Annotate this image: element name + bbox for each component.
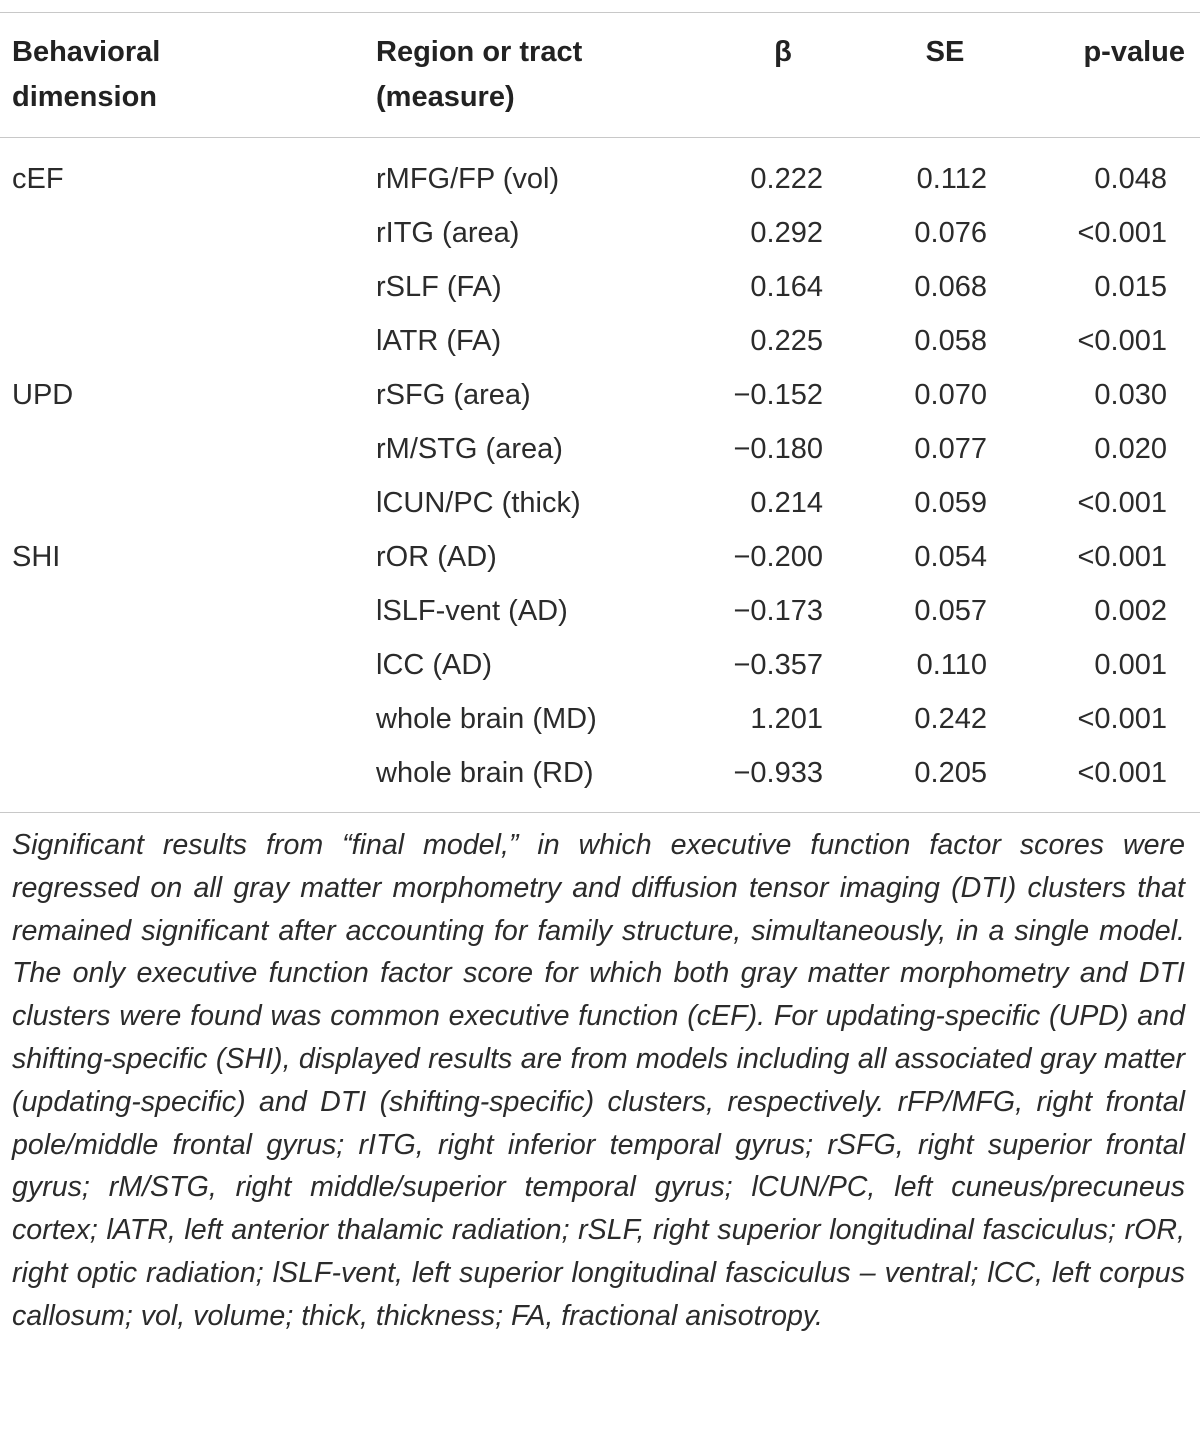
table-cell: −0.357 (733, 649, 823, 681)
table-cell: −0.152 (733, 379, 823, 411)
dimension-cell: cEF (12, 163, 64, 195)
table-cell: −0.200 (733, 541, 823, 573)
table-cell: whole brain (MD) (376, 703, 597, 735)
table-cell: −0.180 (733, 433, 823, 465)
table-cell: 0.214 (750, 487, 823, 519)
table-cell: lSLF-vent (AD) (376, 595, 568, 627)
table-cell: 0.015 (1094, 271, 1167, 303)
table-cell: <0.001 (1077, 757, 1167, 789)
dimension-cell: UPD (12, 379, 74, 411)
table-cell: 0.222 (750, 163, 823, 195)
table-cell: −0.933 (733, 757, 823, 789)
header-cell: β (774, 36, 792, 68)
header-cell: SE (925, 36, 965, 68)
table-cell: <0.001 (1077, 325, 1167, 357)
header-cell: Behavioral dimension (12, 36, 161, 113)
header-rule (0, 137, 1200, 138)
table-cell: 0.110 (916, 649, 987, 681)
table-cell: <0.001 (1077, 217, 1167, 249)
bottom-rule (0, 812, 1200, 813)
table-cell: 0.030 (1094, 379, 1167, 411)
header-cell: Region or tract (measure) (376, 36, 583, 113)
table-cell: rSLF (FA) (376, 271, 502, 303)
table-cell: <0.001 (1077, 487, 1167, 519)
table-cell: lATR (FA) (376, 325, 502, 357)
table-cell: 0.225 (750, 325, 823, 357)
table-cell: 0.164 (750, 271, 823, 303)
table-cell: <0.001 (1077, 703, 1167, 735)
table-cell: 0.112 (916, 163, 987, 195)
header-cell: p-value (1083, 36, 1185, 68)
table-cell: whole brain (RD) (376, 757, 594, 789)
table-cell: 0.057 (914, 595, 987, 627)
table-cell: 0.058 (914, 325, 987, 357)
table-cell: <0.001 (1077, 541, 1167, 573)
dimension-cell: SHI (12, 541, 61, 573)
table-cell: lCUN/PC (thick) (376, 487, 581, 519)
table-cell: rM/STG (area) (376, 433, 563, 465)
table-cell: 0.077 (914, 433, 987, 465)
table-cell: 1.201 (750, 703, 823, 735)
table-cell: 0.020 (1094, 433, 1167, 465)
footnote: Significant results from “final model,” … (12, 829, 1185, 1332)
table-cell: −0.173 (733, 595, 823, 627)
table-cell: rMFG/FP (vol) (376, 163, 560, 195)
table-cell: 0.002 (1094, 595, 1167, 627)
table-cell: 0.292 (750, 217, 823, 249)
table-cell: 0.068 (914, 271, 987, 303)
table-cell: rITG (area) (376, 217, 520, 249)
table-cell: rSFG (area) (376, 379, 531, 411)
table-cell: 0.070 (914, 379, 987, 411)
table-cell: 0.242 (914, 703, 987, 735)
table-cell: 0.076 (914, 217, 987, 249)
table-cell: 0.059 (914, 487, 987, 519)
table-cell: 0.001 (1094, 649, 1167, 681)
table-cell: lCC (AD) (376, 649, 492, 681)
top-rule (0, 12, 1200, 13)
table-cell: 0.048 (1094, 163, 1167, 195)
table-cell: 0.054 (914, 541, 987, 573)
table-cell: 0.205 (914, 757, 987, 789)
table-cell: rOR (AD) (376, 541, 497, 573)
